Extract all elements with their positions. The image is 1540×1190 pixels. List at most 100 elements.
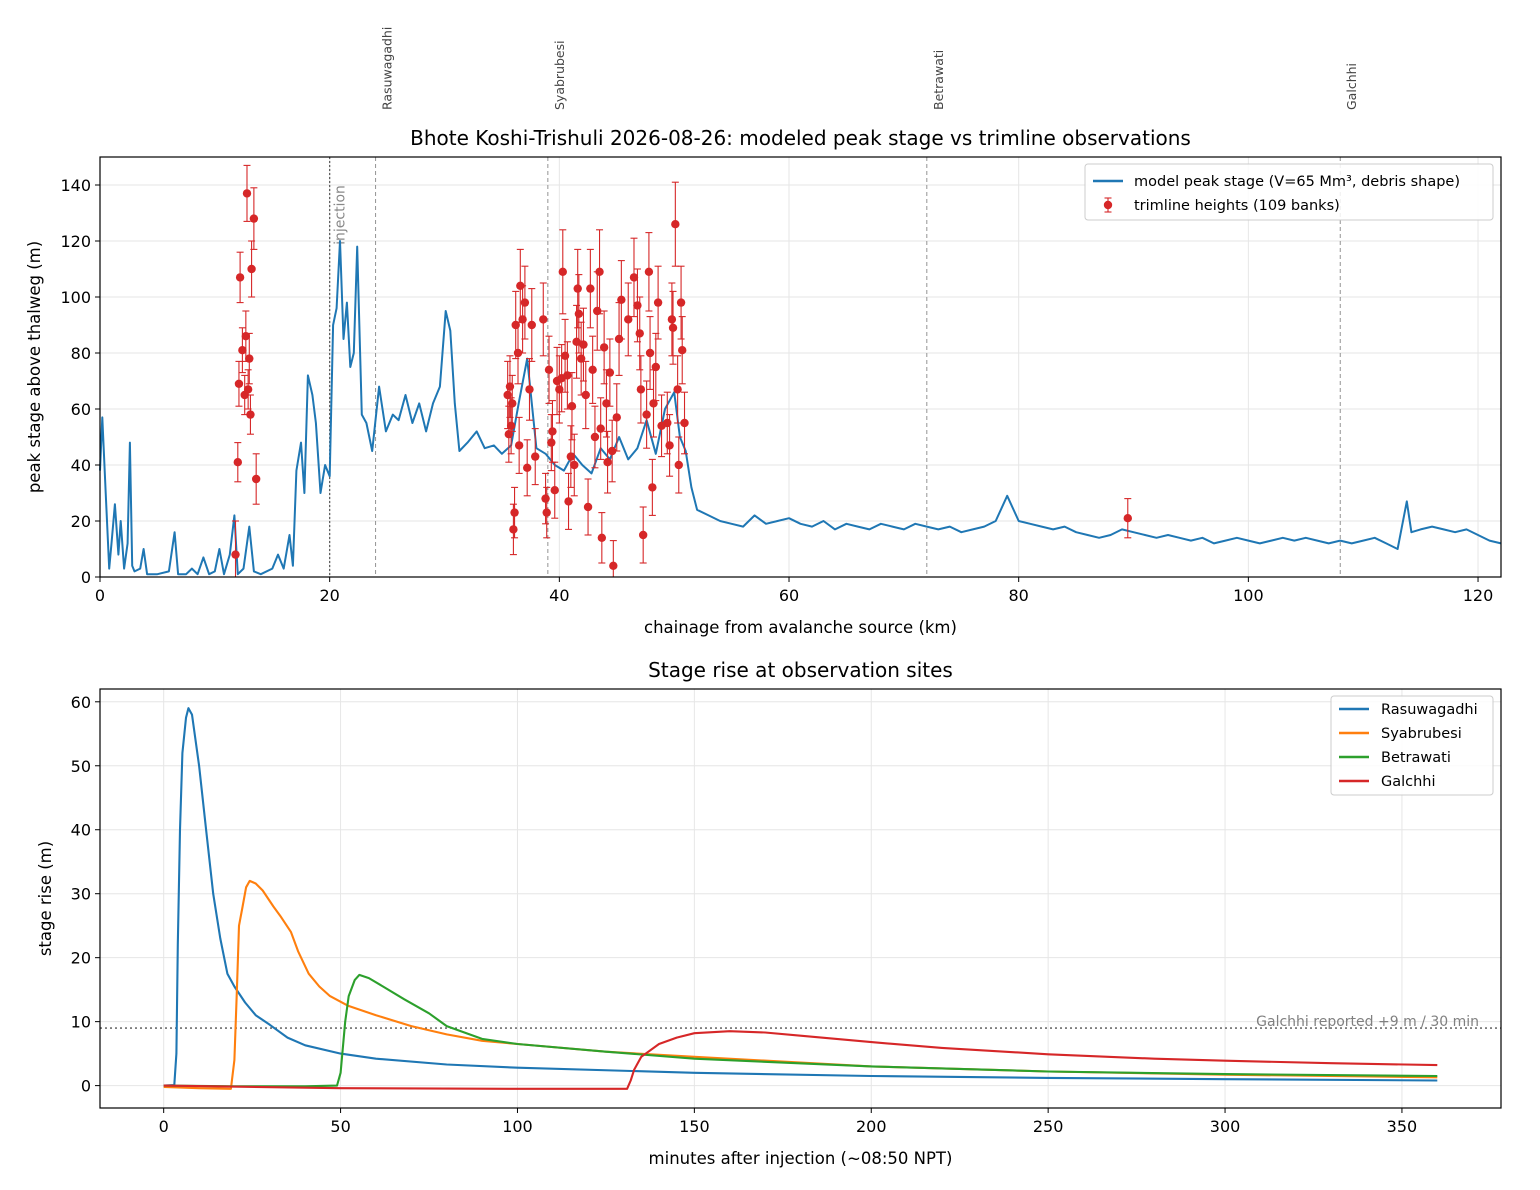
trimline-marker xyxy=(508,399,517,408)
trimline-marker xyxy=(667,315,677,324)
trimline-marker xyxy=(246,410,255,419)
x-tick-label: 250 xyxy=(1033,1117,1064,1136)
trimline-point xyxy=(653,265,663,340)
trimline-marker xyxy=(607,446,617,456)
trimline-marker xyxy=(596,424,605,433)
trimline-marker xyxy=(520,298,530,307)
trimline-point xyxy=(505,355,515,418)
trimline-marker xyxy=(249,214,259,223)
trimline-point xyxy=(234,360,244,407)
model-peak-stage-line xyxy=(99,240,1502,576)
x-tick-label: 120 xyxy=(1463,586,1494,605)
trimline-marker xyxy=(544,365,554,374)
trimline-marker xyxy=(513,348,523,358)
trimline-marker xyxy=(509,525,518,534)
trimline-point xyxy=(558,229,567,315)
trimline-marker xyxy=(548,427,557,436)
peak-stage-x-ticks: 0 20 40 60 80 100 120 xyxy=(95,577,1493,605)
site-label-galchhi: Galchhi xyxy=(1344,63,1359,110)
trimline-point xyxy=(651,332,661,402)
trimline-marker xyxy=(233,458,243,467)
trimline-point xyxy=(527,288,536,362)
site-label-syabrubesi: Syabrubesi xyxy=(552,40,567,110)
trimline-marker xyxy=(678,346,687,355)
trimline-point xyxy=(548,400,557,463)
legend-label-galchhi: Galchhi xyxy=(1381,774,1436,790)
trimline-marker xyxy=(595,267,604,276)
trimline-point xyxy=(586,248,595,329)
y-tick-label: 10 xyxy=(71,1013,91,1032)
y-tick-label: 20 xyxy=(71,949,91,968)
trimline-point xyxy=(581,360,590,430)
trimline-marker xyxy=(522,463,532,472)
trimline-marker xyxy=(510,508,519,517)
trimline-marker xyxy=(231,550,240,559)
trimline-marker xyxy=(505,382,515,391)
x-tick-label: 100 xyxy=(1233,586,1264,605)
trimline-marker xyxy=(581,390,590,400)
trimline-marker xyxy=(676,298,686,307)
series-line-rasuwagadhi xyxy=(163,707,1438,1087)
stage-rise-chart-title: Stage rise at observation sites xyxy=(648,658,953,682)
trimline-point xyxy=(667,282,677,357)
trimline-point xyxy=(599,310,609,385)
trimline-point xyxy=(555,355,564,424)
trimline-marker xyxy=(648,483,657,492)
trimline-point xyxy=(566,425,576,488)
y-tick-label: 60 xyxy=(71,400,91,419)
trimline-marker xyxy=(653,298,663,307)
trimline-marker xyxy=(567,402,577,411)
trimline-point xyxy=(668,290,678,365)
trimline-point xyxy=(243,369,253,410)
x-tick-label: 0 xyxy=(159,1117,169,1136)
x-tick-label: 0 xyxy=(95,586,105,605)
stage-rise-panel: Galchhi reported +9 m / 30 min 0 50 100 150… xyxy=(36,658,1502,1168)
trimline-marker xyxy=(599,343,609,352)
trimline-point xyxy=(673,355,682,424)
trimline-marker xyxy=(602,399,611,408)
stage-rise-series xyxy=(163,707,1438,1090)
trimline-marker xyxy=(531,452,540,461)
trimline-marker xyxy=(527,320,536,330)
trimline-marker xyxy=(629,273,639,282)
trimline-marker xyxy=(642,410,651,419)
trimline-point xyxy=(541,472,550,525)
trimline-point xyxy=(609,540,618,577)
trimline-marker xyxy=(665,441,674,450)
galchhi-reported-annotation: Galchhi reported +9 m / 30 min xyxy=(1256,1014,1479,1030)
trimline-point xyxy=(525,358,534,421)
trimline-point xyxy=(542,486,551,539)
trimline-point xyxy=(514,416,524,474)
trimline-marker xyxy=(673,385,682,394)
peak-stage-y-axis-label: peak stage above thalweg (m) xyxy=(25,241,44,493)
trimline-marker xyxy=(645,348,655,358)
trimline-point xyxy=(233,442,243,483)
peak-stage-gridlines xyxy=(99,157,1501,578)
x-tick-label: 100 xyxy=(502,1117,533,1136)
x-tick-label: 20 xyxy=(319,586,339,605)
stage-rise-gridlines xyxy=(100,689,1501,1108)
trimline-marker xyxy=(247,264,256,274)
trimline-point xyxy=(579,307,588,382)
trimline-point xyxy=(676,265,686,340)
y-tick-label: 20 xyxy=(71,512,91,531)
trimline-point xyxy=(583,478,593,536)
trimline-marker xyxy=(514,441,524,450)
trimline-marker xyxy=(668,323,678,332)
trimline-marker xyxy=(586,284,595,293)
trimline-marker xyxy=(590,432,600,442)
trimline-marker xyxy=(597,533,607,542)
trimline-marker xyxy=(245,354,254,363)
trimline-point xyxy=(544,335,554,404)
stage-rise-legend-box xyxy=(1330,695,1494,796)
trimline-marker xyxy=(234,379,244,388)
legend-label-betrawati: Betrawati xyxy=(1381,750,1451,766)
trimline-marker xyxy=(624,315,633,324)
trimline-point xyxy=(246,394,255,435)
x-tick-label: 80 xyxy=(1009,586,1029,605)
trimline-point xyxy=(617,260,626,340)
trimline-marker xyxy=(605,368,615,377)
trimline-marker xyxy=(574,309,584,318)
trimline-point xyxy=(576,321,586,396)
trimline-point xyxy=(231,520,240,577)
